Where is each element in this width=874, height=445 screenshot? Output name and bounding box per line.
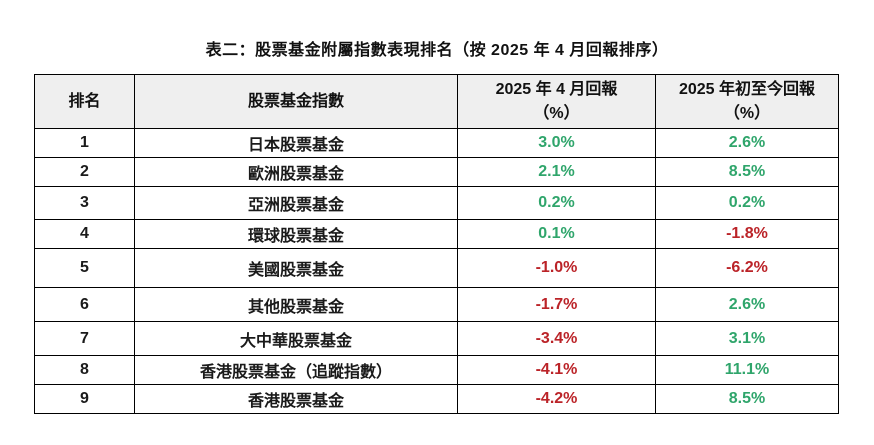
ytd-return-cell: 8.5%: [655, 384, 839, 414]
rank-cell: 6: [34, 287, 135, 322]
ytd-return-cell: 3.1%: [655, 321, 839, 356]
col-header-ytd-return: 2025 年初至今回報 （%）: [655, 74, 839, 129]
ytd-return-cell: 0.2%: [655, 186, 839, 220]
col-header-april-return-label: 2025 年 4 月回報: [495, 81, 618, 99]
rank-cell: 5: [34, 248, 135, 288]
april-return-cell: -4.2%: [457, 384, 656, 414]
april-return-cell: 3.0%: [457, 128, 656, 158]
table-row: 1 日本股票基金 3.0% 2.6%: [34, 128, 839, 158]
ytd-return-cell: 11.1%: [655, 355, 839, 385]
fund-performance-table: 排名 股票基金指數 2025 年 4 月回報 （%） 2025 年初至今回報 （…: [34, 74, 839, 414]
col-header-fund-index: 股票基金指數: [134, 74, 458, 129]
table-row: 8 香港股票基金（追蹤指數） -4.1% 11.1%: [34, 355, 839, 385]
rank-cell: 4: [34, 219, 135, 249]
rank-cell: 8: [34, 355, 135, 385]
table-row: 7 大中華股票基金 -3.4% 3.1%: [34, 321, 839, 356]
fund-name-cell: 香港股票基金（追蹤指數）: [134, 355, 458, 385]
col-header-april-return: 2025 年 4 月回報 （%）: [457, 74, 656, 129]
april-return-cell: 2.1%: [457, 157, 656, 187]
table-row: 9 香港股票基金 -4.2% 8.5%: [34, 384, 839, 414]
april-return-cell: -1.7%: [457, 287, 656, 322]
col-header-fund-index-label: 股票基金指數: [247, 92, 344, 110]
rank-cell: 2: [34, 157, 135, 187]
ytd-return-cell: 8.5%: [655, 157, 839, 187]
col-header-ytd-return-label: 2025 年初至今回報: [678, 81, 816, 99]
table-row: 6 其他股票基金 -1.7% 2.6%: [34, 287, 839, 322]
col-header-ytd-return-unit: （%）: [723, 104, 771, 122]
table-row: 3 亞洲股票基金 0.2% 0.2%: [34, 186, 839, 220]
ytd-return-cell: 2.6%: [655, 128, 839, 158]
table-row: 5 美國股票基金 -1.0% -6.2%: [34, 248, 839, 288]
rank-cell: 9: [34, 384, 135, 414]
ytd-return-cell: -1.8%: [655, 219, 839, 249]
col-header-april-return-unit: （%）: [533, 104, 580, 122]
april-return-cell: 0.2%: [457, 186, 656, 220]
col-header-rank: 排名: [34, 74, 135, 129]
table-body: 1 日本股票基金 3.0% 2.6% 2 歐洲股票基金 2.1% 8.5% 3 亞洲股票基金 0.2…: [34, 128, 839, 414]
rank-cell: 1: [34, 128, 135, 158]
ytd-return-cell: -6.2%: [655, 248, 839, 288]
fund-name-cell: 亞洲股票基金: [134, 186, 458, 220]
fund-name-cell: 香港股票基金: [134, 384, 458, 414]
april-return-cell: -1.0%: [457, 248, 656, 288]
fund-name-cell: 其他股票基金: [134, 287, 458, 322]
fund-name-cell: 歐洲股票基金: [134, 157, 458, 187]
april-return-cell: -4.1%: [457, 355, 656, 385]
april-return-cell: 0.1%: [457, 219, 656, 249]
col-header-rank-label: 排名: [68, 92, 101, 110]
fund-name-cell: 美國股票基金: [134, 248, 458, 288]
table-row: 4 環球股票基金 0.1% -1.8%: [34, 219, 839, 249]
ytd-return-cell: 2.6%: [655, 287, 839, 322]
fund-name-cell: 環球股票基金: [134, 219, 458, 249]
fund-name-cell: 日本股票基金: [134, 128, 458, 158]
april-return-cell: -3.4%: [457, 321, 656, 356]
table-row: 2 歐洲股票基金 2.1% 8.5%: [34, 157, 839, 187]
header-row: 排名 股票基金指數 2025 年 4 月回報 （%） 2025 年初至今回報 （…: [34, 74, 839, 129]
rank-cell: 3: [34, 186, 135, 220]
page-title: 表二：股票基金附屬指數表現排名（按 2025 年 4 月回報排序）: [205, 42, 669, 59]
rank-cell: 7: [34, 321, 135, 356]
fund-name-cell: 大中華股票基金: [134, 321, 458, 356]
